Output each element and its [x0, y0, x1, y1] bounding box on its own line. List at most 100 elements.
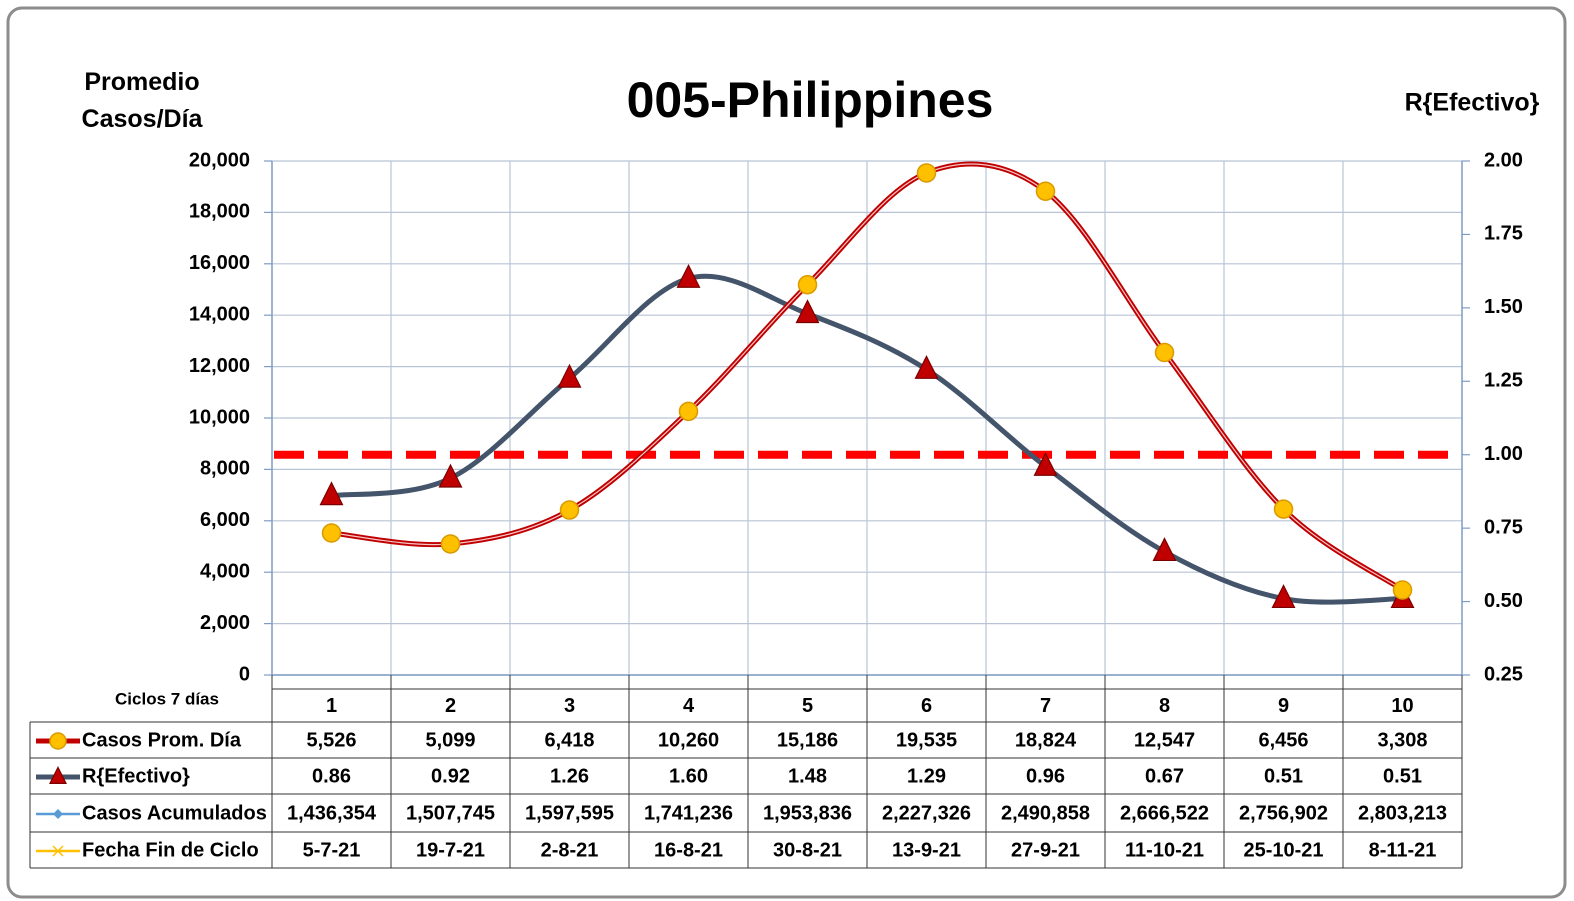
marker [914, 354, 939, 379]
table-cell: 0.51 [1383, 765, 1422, 787]
legend-label: R{Efectivo} [82, 765, 190, 787]
y-axis-label: Promedio Casos/Día [81, 68, 203, 133]
table-cell: 25-10-21 [1243, 839, 1323, 861]
table-cell: 1.29 [907, 765, 946, 787]
y2-axis-label: R{Efectivo} [1405, 89, 1540, 117]
table-cell: 6,418 [544, 729, 594, 751]
table-cell: 12,547 [1134, 729, 1195, 751]
x-tick-label: 5 [802, 695, 813, 717]
y2-tick-label: 2.00 [1484, 149, 1523, 171]
marker [1154, 342, 1175, 363]
marker [678, 401, 699, 422]
marker [797, 274, 818, 295]
x-tick-label: 2 [445, 695, 456, 717]
table-cell: 2,227,326 [882, 802, 971, 824]
marker [916, 163, 937, 183]
y-tick-label: 0 [239, 663, 250, 685]
y-tick-label: 8,000 [200, 458, 250, 480]
marker [53, 809, 63, 819]
table-cell: 0.96 [1026, 765, 1065, 787]
y2-tick-label: 0.75 [1484, 516, 1523, 538]
x-tick-label: 8 [1159, 695, 1170, 717]
table-cell: 1.48 [788, 765, 827, 787]
table-cell: 11-10-21 [1125, 839, 1204, 861]
table-cell: 1,741,236 [644, 802, 733, 824]
table-cell: 2,803,213 [1358, 802, 1447, 824]
table-cell: 2-8-21 [541, 839, 599, 861]
table-cell: 0.51 [1264, 765, 1303, 787]
y2-tick-label: 1.50 [1484, 296, 1523, 318]
y-tick-label: 4,000 [200, 560, 250, 582]
y-tick-label: 2,000 [200, 612, 250, 634]
x-tick-label: 9 [1278, 695, 1289, 717]
y-tick-label: 10,000 [189, 406, 250, 428]
table-cell: 19,535 [896, 729, 957, 751]
table-cell: 8-11-21 [1369, 839, 1437, 861]
table-cell: 5-7-21 [303, 839, 361, 861]
marker [557, 363, 582, 388]
table-cell: 10,260 [658, 729, 719, 751]
y-tick-label: 12,000 [189, 355, 250, 377]
table-cell: 6,456 [1258, 729, 1308, 751]
y-tick-label: 16,000 [189, 252, 250, 274]
marker [52, 845, 64, 857]
table-cell: 0.92 [431, 765, 470, 787]
x-tick-label: 3 [564, 695, 575, 717]
legend-label: Casos Acumulados [82, 802, 267, 824]
marker [559, 500, 580, 520]
x-tick-label: 7 [1040, 695, 1051, 717]
y2-tick-label: 0.50 [1484, 590, 1523, 612]
category-label: Ciclos 7 días [115, 689, 219, 708]
table-cell: 5,099 [425, 729, 475, 751]
y-tick-label: 6,000 [200, 509, 250, 531]
marker [49, 766, 67, 784]
table-cell: 1,597,595 [525, 802, 614, 824]
marker [1273, 499, 1294, 519]
marker [676, 263, 701, 288]
x-tick-label: 10 [1391, 695, 1413, 717]
marker [321, 523, 342, 543]
marker [1033, 451, 1058, 476]
y2-tick-label: 1.25 [1484, 370, 1523, 392]
table-cell: 13-9-21 [892, 839, 961, 861]
marker [1271, 584, 1296, 609]
chart-title: 005-Philippines [627, 72, 994, 128]
marker [438, 463, 463, 488]
table-cell: 30-8-21 [773, 839, 842, 861]
legend-label: Fecha Fin de Ciclo [82, 839, 259, 861]
table-cell: 3,308 [1377, 729, 1427, 751]
table-cell: 16-8-21 [654, 839, 723, 861]
table-cell: 5,526 [306, 729, 356, 751]
y2-tick-label: 1.75 [1484, 223, 1523, 245]
x-tick-label: 6 [921, 695, 932, 717]
table-cell: 1,507,745 [406, 802, 495, 824]
table-cell: 1,953,836 [763, 802, 852, 824]
marker [1152, 537, 1177, 562]
marker [795, 299, 820, 324]
marker [49, 732, 67, 750]
x-tick-label: 4 [683, 695, 695, 717]
table-cell: 0.86 [312, 765, 351, 787]
marker [319, 481, 344, 506]
y2-tick-label: 0.25 [1484, 663, 1523, 685]
marker [1035, 181, 1056, 201]
table-cell: 2,490,858 [1001, 802, 1090, 824]
series-line-inner [331, 163, 1403, 591]
marker [1392, 580, 1413, 600]
marker [440, 534, 461, 554]
y2-tick-label: 1.00 [1484, 443, 1523, 465]
y-tick-label: 20,000 [189, 149, 250, 171]
table-cell: 27-9-21 [1011, 839, 1080, 861]
table-cell: 0.67 [1145, 765, 1184, 787]
table-cell: 1.26 [550, 765, 589, 787]
series-line [331, 273, 1403, 605]
legend-label: Casos Prom. Día [82, 729, 242, 751]
table-cell: 18,824 [1015, 729, 1077, 751]
x-tick-label: 1 [326, 695, 337, 717]
table-cell: 15,186 [777, 729, 838, 751]
table-cell: 2,666,522 [1120, 802, 1209, 824]
table-cell: 1,436,354 [287, 802, 377, 824]
y-tick-label: 14,000 [189, 303, 250, 325]
